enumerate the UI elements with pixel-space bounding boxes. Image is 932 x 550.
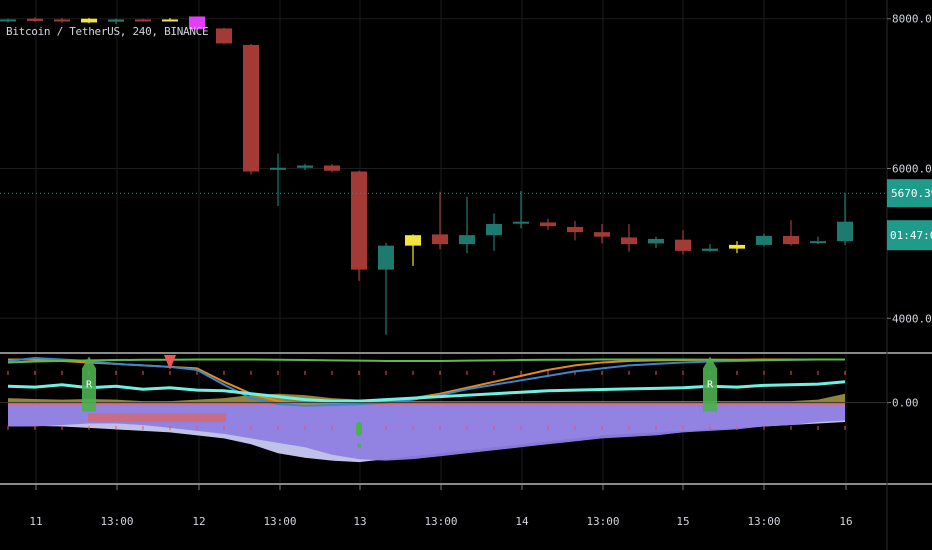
candle-body[interactable] [351,171,367,270]
candle-body[interactable] [432,234,448,245]
candle-body[interactable] [810,241,826,244]
candle-body[interactable] [594,232,610,237]
signal-triangle-down[interactable] [164,355,176,370]
candle-body[interactable] [621,237,637,245]
price-tick-label: 6000.00 [892,163,932,176]
candles[interactable] [0,16,853,335]
price-tick-label: 8000.00 [892,13,932,26]
time-tick-label: 16 [839,515,852,528]
candle-body[interactable] [108,19,124,22]
signal-arrow-up[interactable]: R [703,356,717,412]
signal-label: R [707,380,714,391]
signal-arrow-shape [703,356,717,412]
indicator-tick-label: 0.00 [892,397,919,410]
candle-body[interactable] [81,18,97,23]
candle-body[interactable] [324,165,340,171]
candle-body[interactable] [459,235,475,245]
time-tick-label: 13 [353,515,366,528]
candle-body[interactable] [54,19,70,22]
candle-body[interactable] [378,245,394,270]
last-price-tag [887,179,932,208]
time-tick-label: 11 [29,515,42,528]
candle-body[interactable] [837,221,853,242]
time-tick-label: 14 [515,515,529,528]
candle-body[interactable] [675,239,691,251]
candle-body[interactable] [162,19,178,22]
price-tick-label: 4000.00 [892,312,932,325]
candle-body[interactable] [567,226,583,233]
candle-body[interactable] [189,16,205,30]
candle-body[interactable] [243,44,259,172]
symbol-title: Bitcoin / TetherUS, 240, BINANCE [6,25,209,38]
candle-body[interactable] [783,235,799,245]
signal-label: R [86,380,93,391]
time-tick-label: 13:00 [100,515,133,528]
candle-body[interactable] [540,222,556,227]
candle-body[interactable] [513,221,529,224]
candle-body[interactable] [270,167,286,170]
candle-body[interactable] [648,238,664,244]
axes: 8000.00 6000.00 4000.00 5670.39 01:47:07 0.00… [29,13,932,528]
candle-body[interactable] [0,19,16,22]
candle-body[interactable] [297,165,313,168]
time-tick-label: 13:00 [586,515,619,528]
area-zero-band [8,393,845,403]
signal-dot [357,443,361,448]
countdown-label: 01:47:07 [890,229,932,242]
signal-arrow-shape [82,356,96,412]
signal-arrow-up[interactable]: R [82,356,96,412]
candle-body[interactable] [405,235,421,246]
candle-body[interactable] [756,235,772,245]
candle-body[interactable] [702,248,718,251]
candle-body[interactable] [135,19,151,22]
candle-body[interactable] [729,244,745,249]
countdown-tag [887,220,932,251]
time-tick-label: 13:00 [263,515,296,528]
time-tick-label: 15 [676,515,689,528]
highlight-band [88,413,226,423]
time-tick-label: 13:00 [747,515,780,528]
candle-body[interactable] [216,28,232,44]
last-price-label: 5670.39 [891,187,932,200]
time-tick-label: 13:00 [424,515,457,528]
signal-pill[interactable] [356,421,362,436]
time-tick-label: 12 [192,515,205,528]
candle-body[interactable] [27,18,43,21]
candle-body[interactable] [486,223,502,236]
indicator-line [7,358,845,364]
